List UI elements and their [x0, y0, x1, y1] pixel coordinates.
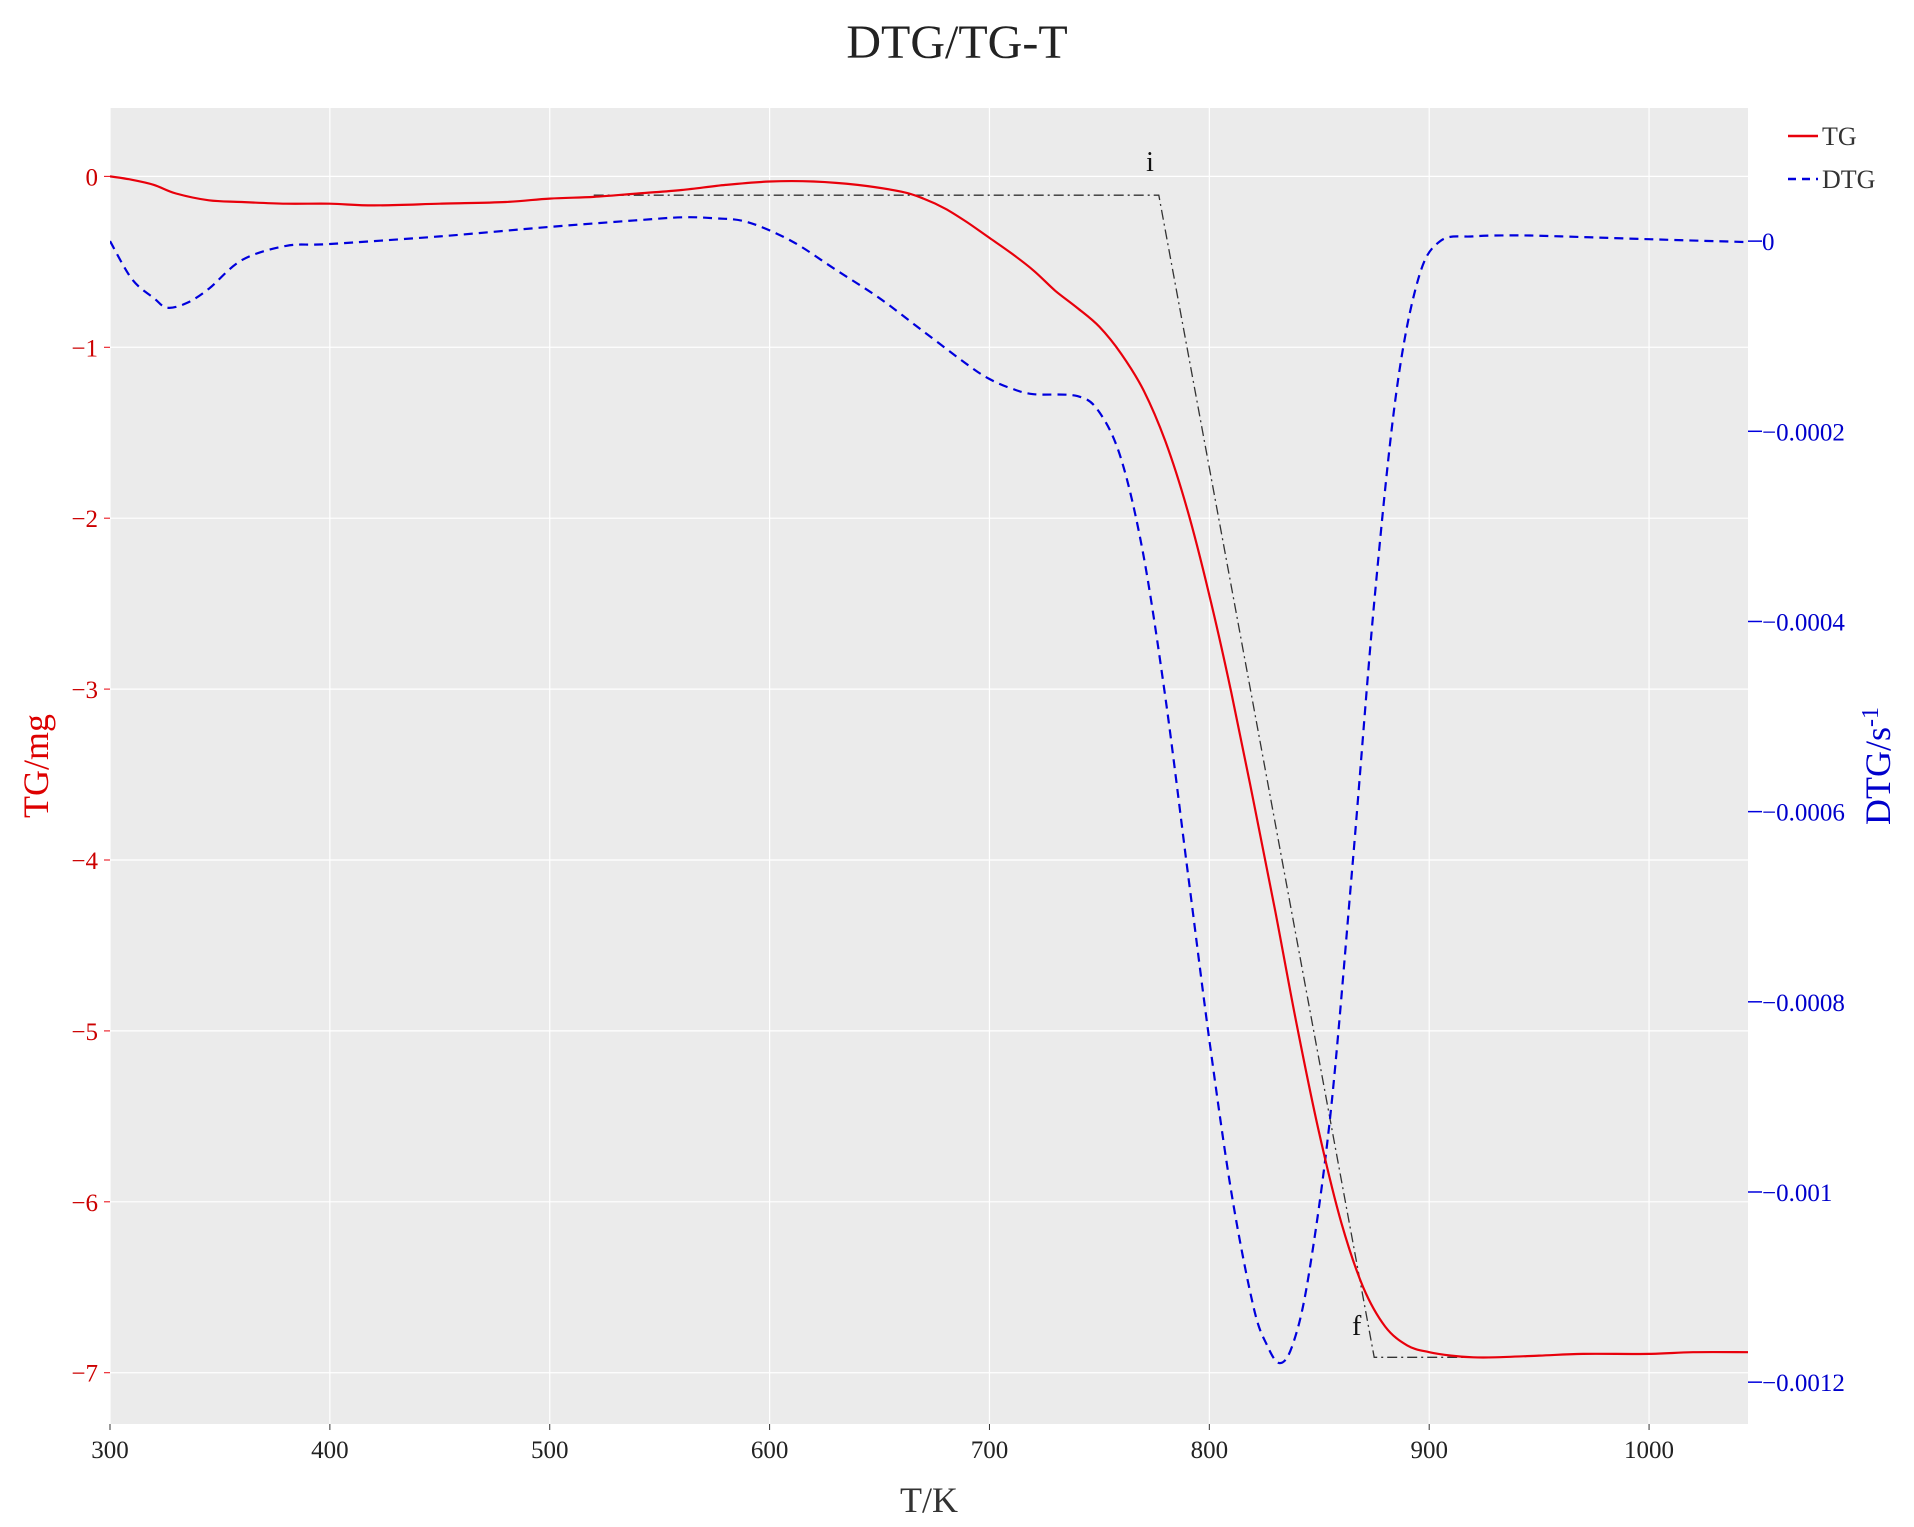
- dtg-axis: 0 −0.0002 −0.0004 −0.0006 −0.0008 −0.001 −0.00…: [1748, 229, 1845, 1397]
- tangent-construction-line: [593, 194, 1496, 1358]
- plot-area: [110, 108, 1748, 1424]
- series-layer: [110, 175, 1748, 1365]
- x-tick-label: 800: [1191, 1437, 1229, 1464]
- y-left-tick-label: −7: [71, 1361, 98, 1388]
- tg-axis: 0 −1 −2 −3 −4 −5 −6 −7: [71, 164, 110, 1388]
- annotation-f: f: [1352, 1311, 1362, 1342]
- y-axis-label-right: DTG/s-1: [1858, 707, 1898, 825]
- x-axis-label: T/K: [900, 1480, 958, 1520]
- temperature-axis: 300 400 500 600 700 800 900 1000: [91, 1424, 1674, 1464]
- y-left-tick-label: −4: [71, 848, 98, 875]
- y-left-tick-label: −2: [71, 506, 98, 533]
- x-tick-label: 600: [751, 1437, 789, 1464]
- x-tick-label: 1000: [1624, 1437, 1674, 1464]
- chart-title: DTG/TG-T: [846, 16, 1067, 69]
- y-right-tick-label: −0.0004: [1762, 609, 1845, 636]
- annotation-layer: if: [1146, 147, 1362, 1342]
- y-right-tick-label: −0.001: [1762, 1180, 1832, 1207]
- y-axis-label-left: TG/mg: [16, 714, 56, 818]
- y-left-tick-label: −3: [71, 677, 98, 704]
- y-left-tick-label: −6: [71, 1190, 98, 1217]
- y-right-tick-label: −0.0012: [1762, 1370, 1845, 1397]
- x-tick-label: 400: [311, 1437, 349, 1464]
- x-tick-label: 700: [971, 1437, 1009, 1464]
- y-left-tick-label: −1: [71, 335, 98, 362]
- y-right-tick-label: 0: [1762, 229, 1775, 256]
- annotation-i: i: [1146, 147, 1154, 178]
- legend: TG DTG: [1788, 122, 1875, 194]
- legend-dtg-label: DTG: [1822, 165, 1875, 194]
- grid-lines: [109, 108, 1748, 1424]
- y-right-tick-label: −0.0006: [1762, 800, 1845, 827]
- y-left-tick-label: −5: [71, 1019, 98, 1046]
- y-axis-label-right-sup: -1: [1858, 707, 1884, 727]
- tg-series-line: [110, 175, 1748, 1359]
- x-tick-label: 300: [91, 1437, 129, 1464]
- y-left-tick-label: 0: [86, 164, 99, 191]
- y-right-tick-label: −0.0008: [1762, 990, 1845, 1017]
- dtg-series-line: [110, 216, 1748, 1365]
- y-axis-label-right-main: DTG/s: [1858, 727, 1898, 825]
- y-right-tick-label: −0.0002: [1762, 419, 1845, 446]
- legend-tg-label: TG: [1822, 122, 1857, 151]
- x-tick-label: 900: [1410, 1437, 1448, 1464]
- x-tick-label: 500: [531, 1437, 569, 1464]
